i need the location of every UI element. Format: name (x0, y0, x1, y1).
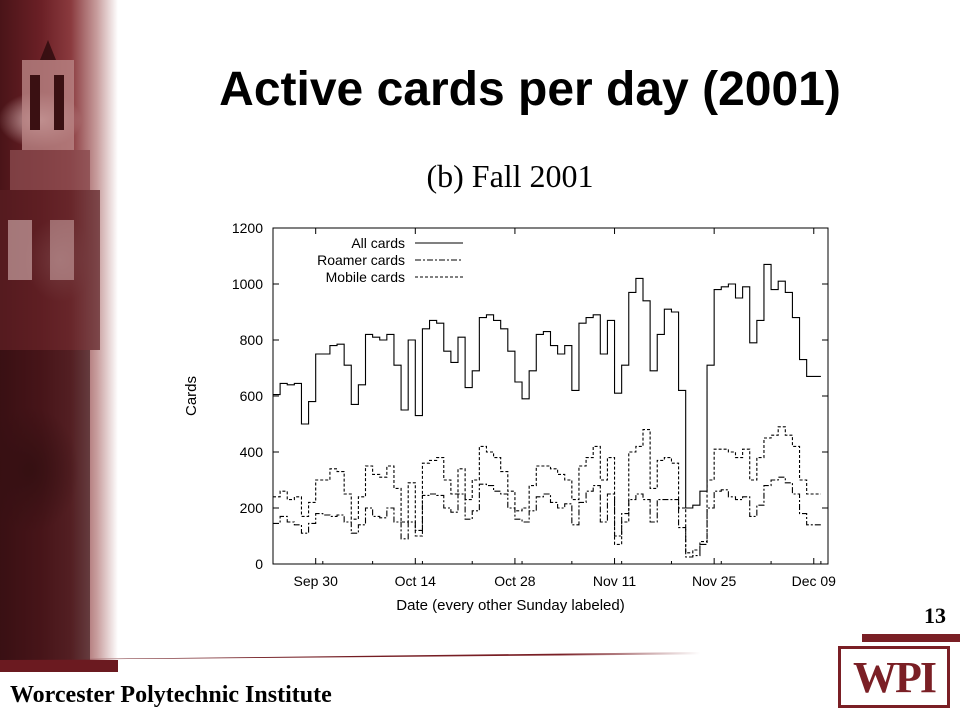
y-axis-label: Cards (183, 376, 200, 416)
x-tick-label: Nov 25 (692, 573, 737, 589)
legend-label: Roamer cards (317, 252, 405, 268)
slide-title: Active cards per day (2001) (219, 63, 841, 116)
y-tick-label: 200 (240, 500, 264, 516)
legend-label: Mobile cards (326, 269, 405, 285)
y-tick-label: 800 (240, 332, 264, 348)
x-tick-label: Dec 09 (792, 573, 837, 589)
chart-series-group (273, 263, 821, 558)
series-line-all-cards (273, 263, 821, 509)
legend-label: All cards (351, 235, 405, 251)
series-line-mobile-cards (273, 426, 821, 554)
x-tick-label: Oct 28 (494, 573, 535, 589)
x-tick-label: Sep 30 (294, 573, 339, 589)
logo-rule (862, 634, 960, 642)
y-tick-label: 0 (255, 556, 263, 572)
slide-number: 13 (924, 603, 946, 628)
campus-photo-strip (0, 0, 118, 672)
chart-axes: 0 200 400 600 800 1000 1200 Sep 30 Oct 14 Oct 28 N… (232, 220, 836, 589)
y-tick-label: 400 (240, 444, 264, 460)
chart-subtitle: (b) Fall 2001 (426, 158, 594, 194)
x-tick-label: Nov 11 (593, 573, 637, 589)
footer-rule (0, 652, 700, 660)
series-line-roamer-cards (273, 476, 821, 558)
institute-name: Worcester Polytechnic Institute (10, 682, 332, 708)
wpi-logo: WPI (838, 646, 950, 708)
footer-rule-left (0, 660, 118, 672)
y-tick-label: 1200 (232, 220, 263, 236)
x-axis-label: Date (every other Sunday labeled) (396, 597, 624, 614)
x-tick-label: Oct 14 (395, 573, 436, 589)
y-tick-label: 600 (240, 388, 264, 404)
y-tick-label: 1000 (232, 276, 263, 292)
active-cards-chart: 0 200 400 600 800 1000 1200 Sep 30 Oct 14 Oct 28 N… (183, 220, 836, 614)
